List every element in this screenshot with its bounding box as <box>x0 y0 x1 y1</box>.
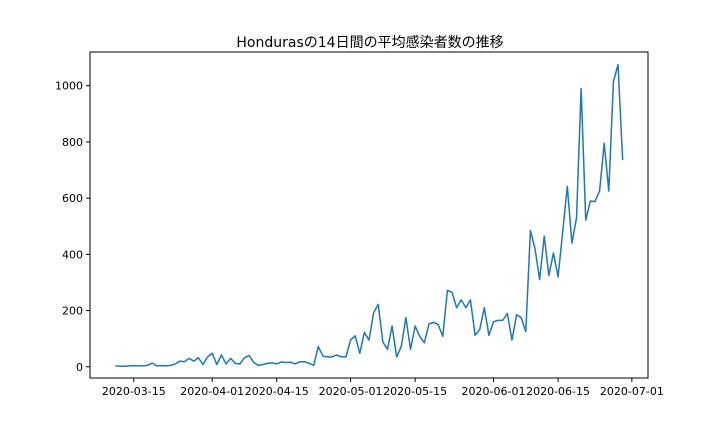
x-tick-label: 2020-04-01 <box>180 385 244 398</box>
chart-title: Hondurasの14日間の平均感染者数の推移 <box>236 34 503 51</box>
y-tick-label: 600 <box>62 192 83 205</box>
y-tick-label: 400 <box>62 248 83 261</box>
x-tick-label: 2020-04-15 <box>245 385 309 398</box>
x-tick-label: 2020-07-01 <box>600 385 664 398</box>
y-axis: 0 200 400 600 800 1000 <box>55 80 90 374</box>
x-tick-label: 2020-06-01 <box>462 385 526 398</box>
series-layer <box>115 63 624 367</box>
y-tick-label: 1000 <box>55 80 83 93</box>
x-tick-label: 2020-06-15 <box>526 385 590 398</box>
plot-frame <box>89 51 649 379</box>
x-tick-label: 2020-05-15 <box>383 385 447 398</box>
y-tick-label: 0 <box>76 361 83 374</box>
x-tick-label: 2020-05-01 <box>319 385 383 398</box>
x-tick-label: 2020-03-15 <box>102 385 166 398</box>
series-line <box>115 63 624 367</box>
y-tick-label: 800 <box>62 136 83 149</box>
y-tick-label: 200 <box>62 305 83 318</box>
x-axis: 2020-03-15 2020-04-01 2020-04-15 2020-05-01… <box>102 378 664 398</box>
